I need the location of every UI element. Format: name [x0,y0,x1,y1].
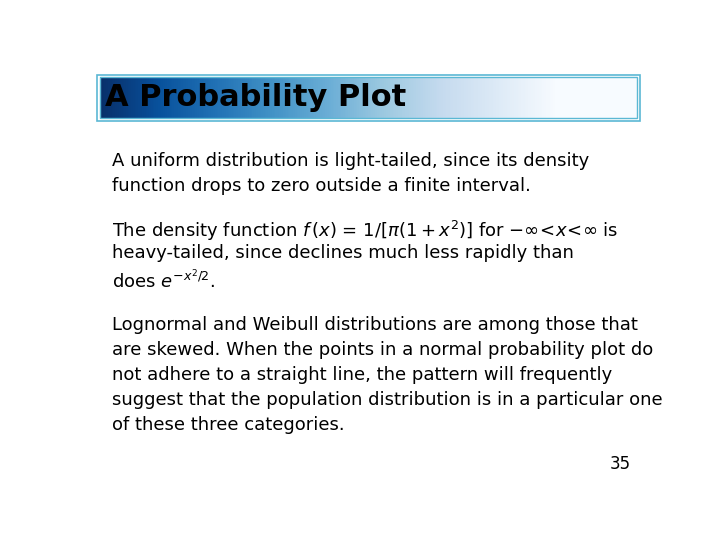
Text: A Probability Plot: A Probability Plot [104,83,406,112]
Text: Lognormal and Weibull distributions are among those that
are skewed. When the po: Lognormal and Weibull distributions are … [112,316,663,434]
Text: does $e^{-x^2/2}$.: does $e^{-x^2/2}$. [112,268,215,292]
Text: 35: 35 [610,455,631,473]
Text: function drops to zero outside a finite interval.: function drops to zero outside a finite … [112,177,531,195]
Text: The density function $f\,(x)$ = $1/[\pi(1 + x^2)]$ for $-\infty\!<\!x\!<\!\infty: The density function $f\,(x)$ = $1/[\pi(… [112,219,618,243]
Text: A uniform distribution is light-tailed, since its density: A uniform distribution is light-tailed, … [112,152,590,170]
Text: heavy-tailed, since declines much less rapidly than: heavy-tailed, since declines much less r… [112,244,574,261]
